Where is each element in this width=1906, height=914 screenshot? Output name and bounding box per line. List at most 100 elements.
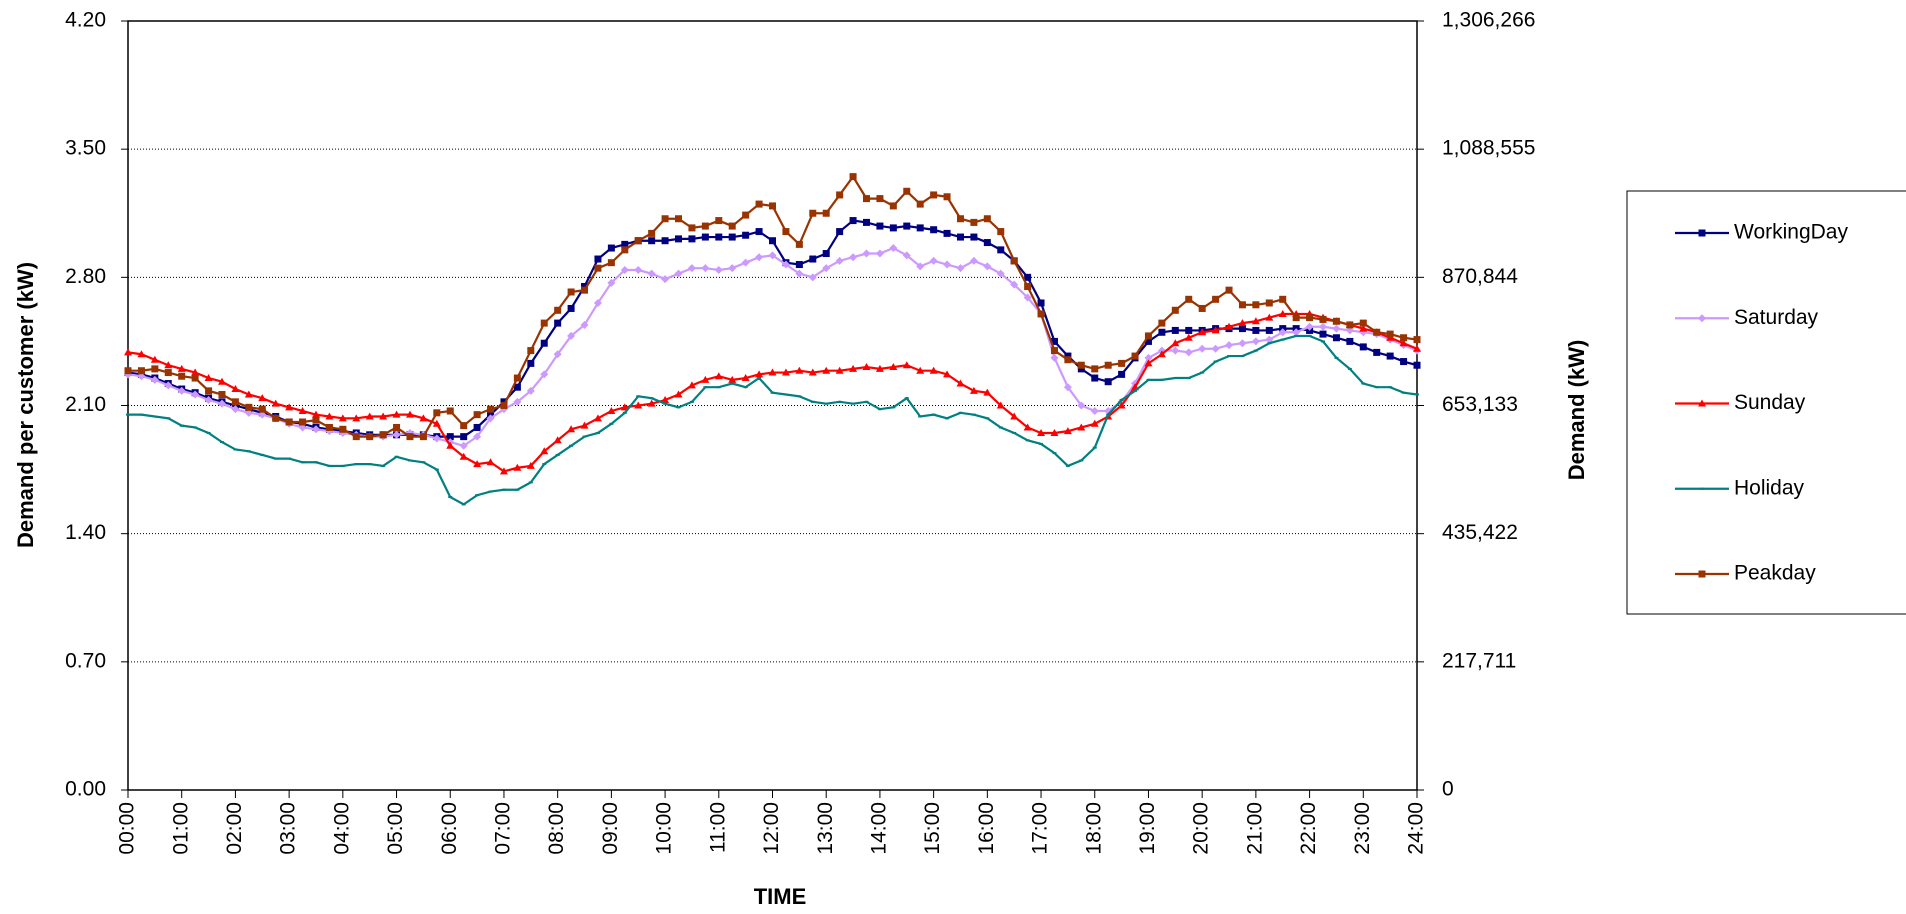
- marker: [1278, 328, 1287, 337]
- marker: [728, 222, 736, 230]
- marker: [567, 425, 576, 433]
- y2-axis-title: Demand (kW): [1564, 340, 1589, 481]
- marker: [1184, 333, 1193, 341]
- marker: [836, 228, 844, 236]
- marker: [741, 374, 750, 382]
- marker: [728, 375, 737, 383]
- marker: [1063, 427, 1072, 435]
- marker: [755, 228, 763, 236]
- marker: [970, 233, 978, 241]
- marker: [150, 375, 159, 384]
- marker: [929, 366, 938, 374]
- marker: [513, 397, 522, 406]
- marker: [432, 434, 441, 443]
- marker: [1212, 295, 1220, 303]
- marker: [1278, 309, 1287, 317]
- marker: [178, 372, 186, 380]
- marker: [1037, 310, 1045, 318]
- marker: [943, 229, 951, 237]
- x-tick-label: 20:00: [1190, 802, 1213, 855]
- marker: [742, 211, 750, 219]
- marker: [1091, 374, 1099, 382]
- marker: [916, 366, 925, 374]
- marker: [728, 233, 736, 241]
- marker: [1117, 401, 1126, 409]
- marker: [272, 414, 280, 422]
- marker: [473, 411, 481, 419]
- marker: [688, 235, 696, 243]
- marker: [1252, 326, 1260, 334]
- marker: [540, 447, 549, 455]
- marker: [781, 260, 790, 269]
- marker: [916, 224, 924, 232]
- marker: [540, 370, 549, 379]
- marker: [499, 467, 508, 475]
- marker: [1319, 330, 1327, 338]
- x-tick-label: 15:00: [921, 802, 944, 855]
- marker: [889, 202, 897, 210]
- marker: [567, 331, 576, 340]
- x-tick-label: 19:00: [1136, 802, 1159, 855]
- marker: [151, 365, 159, 373]
- marker: [486, 458, 495, 466]
- x-tick-label: 03:00: [277, 802, 300, 855]
- x-tick-label: 22:00: [1297, 802, 1320, 855]
- y-axis-title: Demand per customer (kW): [13, 262, 38, 548]
- marker: [1319, 322, 1328, 331]
- marker: [1091, 365, 1099, 373]
- marker: [769, 237, 776, 245]
- marker: [513, 463, 522, 471]
- marker: [1171, 326, 1179, 334]
- marker: [1185, 295, 1193, 303]
- marker: [177, 386, 186, 395]
- marker: [299, 418, 307, 426]
- marker: [1373, 348, 1381, 356]
- marker: [1265, 299, 1273, 307]
- marker: [647, 399, 656, 407]
- marker: [956, 264, 965, 273]
- y-tick-label: 0.00: [65, 778, 106, 801]
- marker: [581, 282, 589, 290]
- legend-label: WorkingDay: [1734, 221, 1848, 244]
- marker: [1306, 314, 1314, 322]
- marker: [809, 255, 817, 263]
- marker: [191, 390, 200, 399]
- marker: [1238, 301, 1246, 309]
- marker: [808, 368, 817, 376]
- marker: [217, 377, 226, 385]
- marker: [1037, 299, 1045, 307]
- marker: [902, 361, 911, 369]
- y2-tick-label: 1,306,266: [1442, 9, 1535, 32]
- marker: [137, 350, 146, 358]
- marker: [1211, 326, 1220, 334]
- marker: [1077, 361, 1085, 369]
- marker: [687, 381, 696, 389]
- y-tick-label: 2.10: [65, 393, 106, 416]
- marker: [647, 269, 656, 278]
- marker: [781, 368, 790, 376]
- marker: [1118, 370, 1126, 378]
- marker: [822, 250, 830, 258]
- marker: [930, 226, 938, 234]
- marker: [903, 187, 911, 195]
- y2-tick-label: 217,711: [1442, 649, 1516, 672]
- marker: [567, 304, 575, 312]
- marker: [661, 275, 670, 284]
- marker: [862, 249, 871, 258]
- marker: [607, 259, 615, 267]
- marker: [983, 262, 992, 271]
- marker: [217, 399, 226, 408]
- marker: [365, 412, 374, 420]
- marker: [580, 320, 589, 329]
- legend-label: Saturday: [1734, 306, 1819, 329]
- marker: [325, 412, 334, 420]
- x-tick-label: 02:00: [223, 802, 246, 855]
- marker: [621, 246, 629, 254]
- marker: [325, 423, 333, 431]
- marker: [943, 193, 951, 201]
- marker: [1144, 337, 1152, 345]
- marker: [795, 261, 803, 269]
- marker: [419, 414, 428, 422]
- marker: [352, 414, 361, 422]
